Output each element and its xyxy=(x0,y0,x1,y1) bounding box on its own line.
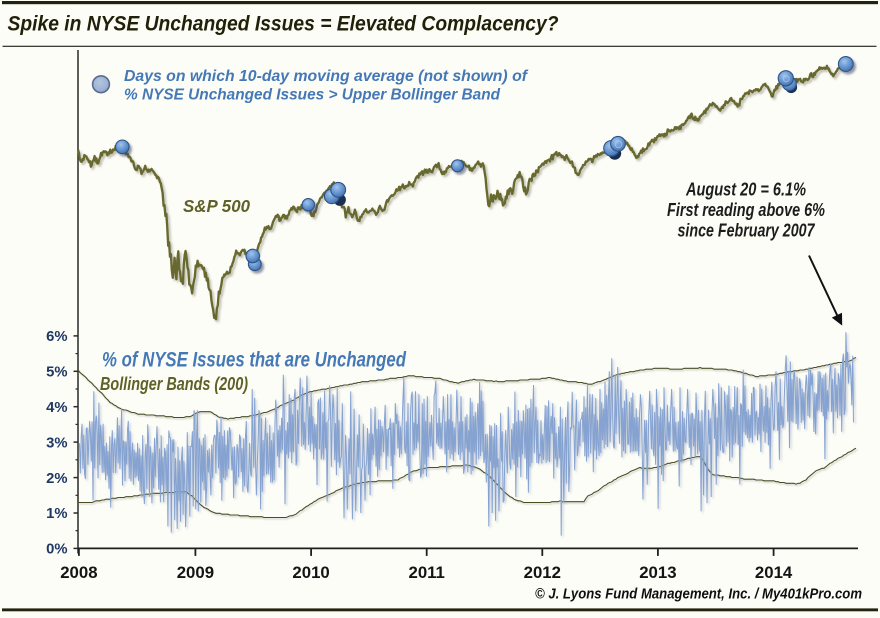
svg-text:First reading above 6%: First reading above 6% xyxy=(667,200,825,220)
svg-text:© J. Lyons Fund Management, In: © J. Lyons Fund Management, Inc. / My401… xyxy=(535,586,862,602)
svg-text:2008: 2008 xyxy=(60,563,97,582)
svg-text:Spike in NYSE Unchanged Issues: Spike in NYSE Unchanged Issues = Elevate… xyxy=(8,13,559,36)
svg-text:4%: 4% xyxy=(46,400,67,416)
svg-text:August 20 = 6.1%: August 20 = 6.1% xyxy=(685,179,806,199)
svg-text:1%: 1% xyxy=(46,506,67,522)
svg-text:2012: 2012 xyxy=(524,563,561,582)
svg-text:2013: 2013 xyxy=(639,563,676,582)
svg-text:% NYSE Unchanged Issues > Uppe: % NYSE Unchanged Issues > Upper Bollinge… xyxy=(124,86,501,103)
svg-text:2010: 2010 xyxy=(292,563,329,582)
svg-text:2011: 2011 xyxy=(408,563,444,582)
svg-text:3%: 3% xyxy=(46,435,67,451)
svg-text:% of NYSE Issues that are Unch: % of NYSE Issues that are Unchanged xyxy=(102,349,407,372)
svg-text:S&P 500: S&P 500 xyxy=(183,196,250,216)
svg-text:5%: 5% xyxy=(46,365,67,381)
svg-text:Days on which 10-day moving av: Days on which 10-day moving average (not… xyxy=(124,68,529,85)
svg-text:6%: 6% xyxy=(46,329,67,345)
svg-text:2009: 2009 xyxy=(177,563,214,582)
svg-text:Bollinger Bands (200): Bollinger Bands (200) xyxy=(100,374,248,394)
svg-text:since February 2007: since February 2007 xyxy=(678,220,816,240)
svg-text:2%: 2% xyxy=(46,471,67,487)
svg-text:2014: 2014 xyxy=(755,563,793,582)
svg-text:0%: 0% xyxy=(46,542,67,558)
